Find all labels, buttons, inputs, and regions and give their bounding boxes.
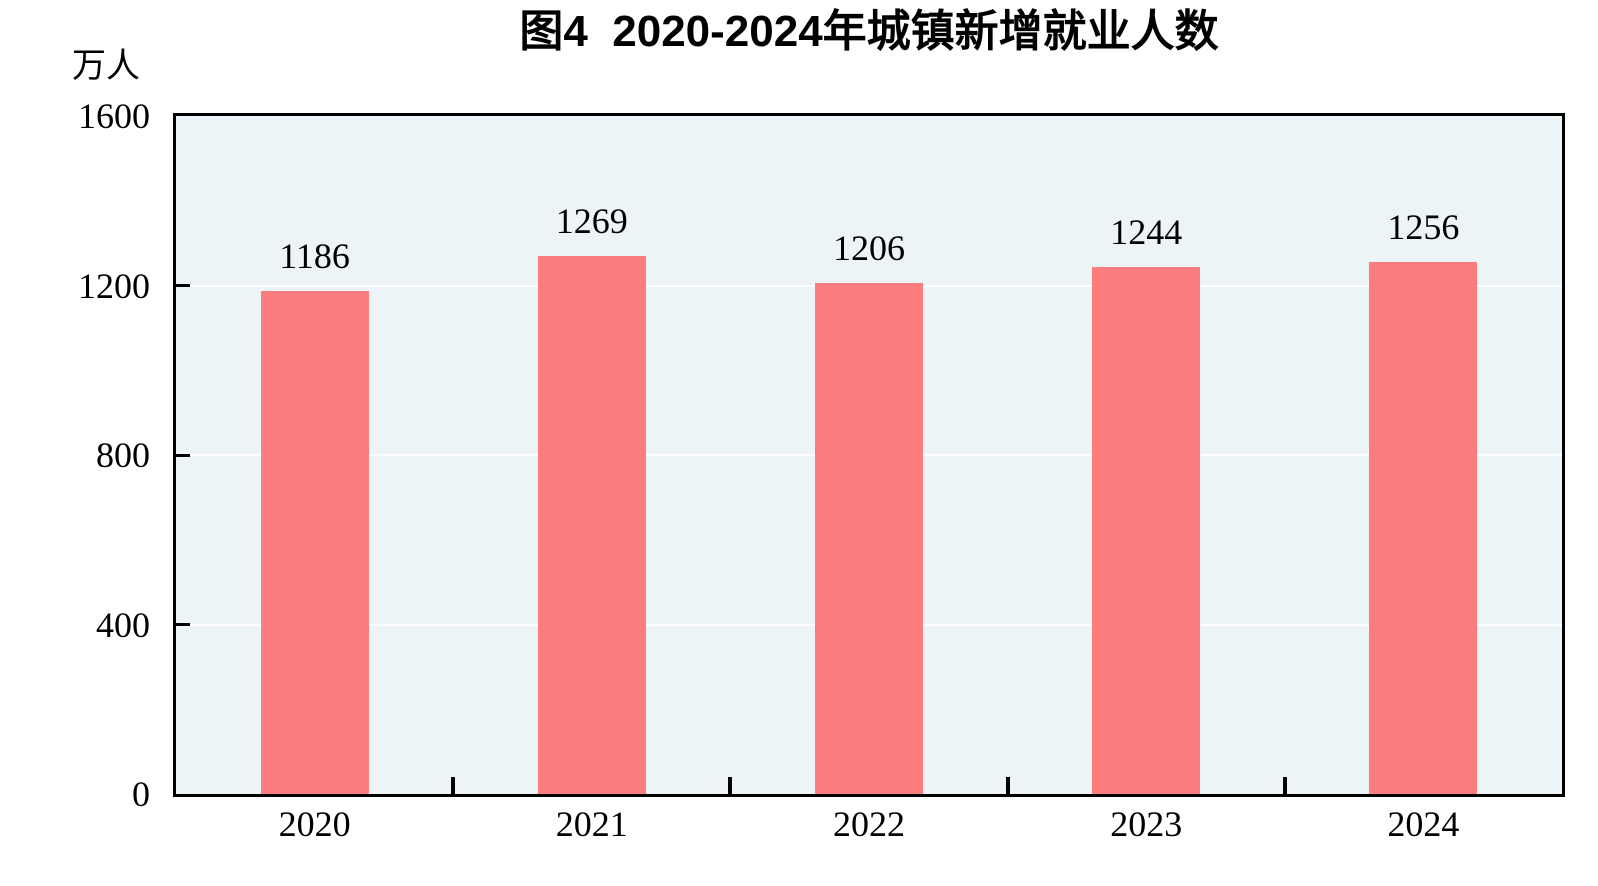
- y-axis-tick-label: 0: [132, 774, 150, 814]
- x-axis-tick-label: 2022: [833, 804, 905, 844]
- bar-2023: [1092, 266, 1201, 794]
- x-axis-tick-mark: [1005, 777, 1010, 794]
- bar-value-label: 1206: [833, 227, 905, 268]
- y-axis-tick-label: 400: [96, 604, 150, 645]
- bar-2024: [1369, 261, 1478, 794]
- x-axis-tick-label: 2024: [1387, 804, 1460, 844]
- bar-value-label: 1244: [1110, 211, 1183, 252]
- y-axis-tick-label: 800: [96, 435, 150, 475]
- y-axis-tick-label: 1200: [78, 265, 150, 306]
- chart-title: 图4 2020-2024年城镇新增就业人数: [519, 7, 1219, 56]
- x-axis-tick-mark: [1282, 777, 1287, 794]
- bar-2020: [260, 291, 369, 794]
- bar-2021: [537, 256, 646, 794]
- bar-value-label: 1269: [555, 201, 628, 242]
- bar-2022: [814, 282, 924, 794]
- y-axis-unit-label: 万人: [72, 48, 140, 85]
- y-axis-tick-mark: [176, 623, 190, 626]
- x-axis-tick-label: 2020: [278, 804, 351, 844]
- bar-value-label: 1256: [1387, 206, 1460, 247]
- y-axis-tick-mark: [176, 284, 190, 287]
- x-axis-tick-mark: [451, 777, 456, 794]
- x-axis-tick-label: 2021: [555, 804, 628, 844]
- y-axis-tick-mark: [176, 453, 190, 457]
- x-axis-tick-mark: [728, 777, 733, 794]
- bar-value-label: 1186: [279, 236, 350, 277]
- plot-area: 1186 1269 1206 1244 1256: [173, 113, 1565, 797]
- x-axis-tick-label: 2023: [1110, 804, 1183, 844]
- y-axis-tick-label: 1600: [78, 96, 150, 136]
